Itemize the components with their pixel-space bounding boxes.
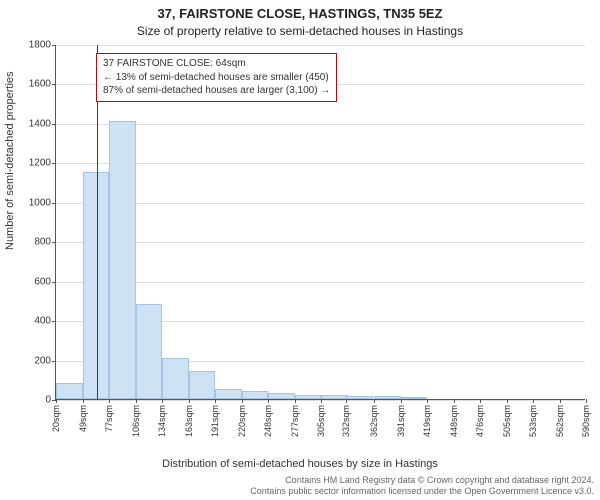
x-tick bbox=[268, 399, 269, 403]
gridline bbox=[56, 45, 585, 46]
chart-subtitle: Size of property relative to semi-detach… bbox=[0, 24, 600, 38]
x-tick bbox=[454, 399, 455, 403]
x-tick-label: 49sqm bbox=[78, 405, 88, 432]
histogram-bar bbox=[109, 121, 136, 399]
histogram-bar bbox=[56, 383, 83, 399]
y-tick bbox=[52, 361, 56, 362]
x-tick-label: 220sqm bbox=[237, 405, 247, 437]
chart-title: 37, FAIRSTONE CLOSE, HASTINGS, TN35 5EZ bbox=[0, 6, 600, 21]
x-tick-label: 163sqm bbox=[184, 405, 194, 437]
x-tick-label: 277sqm bbox=[290, 405, 300, 437]
histogram-bar bbox=[136, 304, 163, 399]
x-tick bbox=[295, 399, 296, 403]
x-tick-label: 448sqm bbox=[449, 405, 459, 437]
x-tick-label: 533sqm bbox=[528, 405, 538, 437]
x-tick bbox=[507, 399, 508, 403]
x-tick-label: 391sqm bbox=[396, 405, 406, 437]
x-tick-label: 362sqm bbox=[369, 405, 379, 437]
x-tick bbox=[136, 399, 137, 403]
y-tick bbox=[52, 163, 56, 164]
footer-attribution: Contains HM Land Registry data © Crown c… bbox=[0, 475, 594, 498]
histogram-bar bbox=[374, 396, 401, 399]
histogram-bar bbox=[321, 395, 348, 399]
x-tick bbox=[162, 399, 163, 403]
x-tick bbox=[189, 399, 190, 403]
y-tick bbox=[52, 124, 56, 125]
x-tick bbox=[586, 399, 587, 403]
y-tick-label: 200 bbox=[34, 355, 51, 366]
histogram-bar bbox=[268, 393, 295, 399]
footer-line: Contains HM Land Registry data © Crown c… bbox=[0, 475, 594, 487]
x-tick bbox=[401, 399, 402, 403]
x-tick bbox=[83, 399, 84, 403]
x-tick-label: 505sqm bbox=[502, 405, 512, 437]
x-tick-label: 590sqm bbox=[581, 405, 591, 437]
y-tick-label: 1800 bbox=[29, 40, 51, 51]
x-tick-label: 77sqm bbox=[104, 405, 114, 432]
chart-container: { "chart": { "type": "histogram", "title… bbox=[0, 0, 600, 500]
y-tick-label: 800 bbox=[34, 237, 51, 248]
x-tick-label: 20sqm bbox=[51, 405, 61, 432]
x-tick bbox=[242, 399, 243, 403]
y-tick bbox=[52, 321, 56, 322]
x-tick-label: 248sqm bbox=[263, 405, 273, 437]
histogram-bar bbox=[189, 371, 216, 399]
y-tick bbox=[52, 84, 56, 85]
x-axis-label: Distribution of semi-detached houses by … bbox=[0, 458, 600, 470]
x-tick-label: 191sqm bbox=[210, 405, 220, 437]
y-tick-label: 1400 bbox=[29, 118, 51, 129]
histogram-bar bbox=[346, 396, 373, 399]
y-tick-label: 1200 bbox=[29, 158, 51, 169]
y-axis-label: Number of semi-detached properties bbox=[4, 71, 16, 250]
x-tick bbox=[560, 399, 561, 403]
x-tick bbox=[374, 399, 375, 403]
histogram-bar bbox=[215, 389, 242, 399]
x-tick-label: 332sqm bbox=[341, 405, 351, 437]
y-tick-label: 400 bbox=[34, 316, 51, 327]
y-tick bbox=[52, 203, 56, 204]
annotation-line: 37 FAIRSTONE CLOSE: 64sqm bbox=[103, 57, 330, 71]
y-tick-label: 1000 bbox=[29, 197, 51, 208]
histogram-bar bbox=[162, 358, 189, 399]
y-tick bbox=[52, 282, 56, 283]
y-tick-label: 600 bbox=[34, 276, 51, 287]
x-tick-label: 562sqm bbox=[555, 405, 565, 437]
x-tick bbox=[346, 399, 347, 403]
x-tick bbox=[109, 399, 110, 403]
y-tick-label: 0 bbox=[45, 395, 51, 406]
x-tick bbox=[321, 399, 322, 403]
x-tick-label: 305sqm bbox=[316, 405, 326, 437]
footer-line: Contains public sector information licen… bbox=[0, 486, 594, 498]
x-tick bbox=[533, 399, 534, 403]
annotation-line: 87% of semi-detached houses are larger (… bbox=[103, 84, 330, 98]
histogram-bar bbox=[295, 395, 322, 399]
x-tick bbox=[215, 399, 216, 403]
x-tick-label: 134sqm bbox=[157, 405, 167, 437]
plot-area: 02004006008001000120014001600180020sqm49… bbox=[55, 45, 585, 400]
annotation-line: ← 13% of semi-detached houses are smalle… bbox=[103, 71, 330, 85]
x-tick-label: 476sqm bbox=[475, 405, 485, 437]
y-tick bbox=[52, 242, 56, 243]
x-tick bbox=[480, 399, 481, 403]
y-tick-label: 1600 bbox=[29, 79, 51, 90]
x-tick-label: 419sqm bbox=[422, 405, 432, 437]
histogram-bar bbox=[401, 397, 428, 399]
histogram-bar bbox=[242, 391, 269, 399]
x-tick bbox=[427, 399, 428, 403]
x-tick bbox=[56, 399, 57, 403]
y-tick bbox=[52, 45, 56, 46]
annotation-box: 37 FAIRSTONE CLOSE: 64sqm← 13% of semi-d… bbox=[96, 53, 337, 102]
x-tick-label: 106sqm bbox=[131, 405, 141, 437]
